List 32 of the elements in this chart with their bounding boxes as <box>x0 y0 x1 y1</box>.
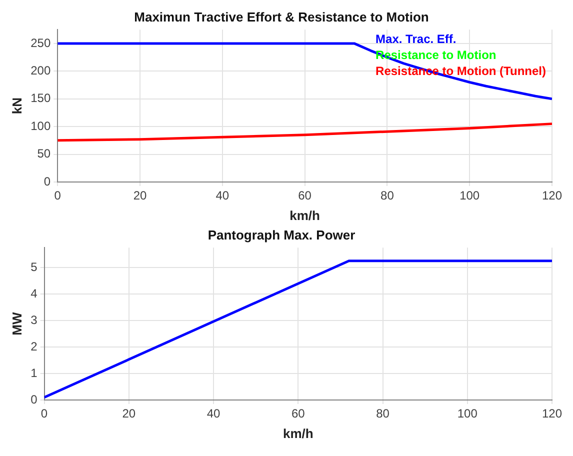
x-axis-title: km/h <box>282 426 314 441</box>
chart-title: Maximun Tractive Effort & Resistance to Motion <box>134 9 429 24</box>
y-tick-label: 50 <box>37 146 51 161</box>
y-tick-label: 4 <box>30 286 38 300</box>
x-tick-label: 80 <box>376 406 390 421</box>
x-tick-label: 20 <box>122 406 136 421</box>
x-tick-label: 0 <box>54 188 62 203</box>
x-tick-label: 20 <box>133 188 148 203</box>
x-tick-label: 40 <box>216 188 230 203</box>
x-tick-label: 60 <box>298 188 312 203</box>
y-axis-title: MW <box>9 312 24 336</box>
y-tick-label: 1 <box>30 366 38 380</box>
y-tick-label: 0 <box>30 392 38 406</box>
x-tick-label: 80 <box>380 188 394 203</box>
x-axis-title: km/h <box>290 208 320 223</box>
x-tick-label: 40 <box>206 406 221 421</box>
series-label: Max. Trac. Eff. <box>376 32 456 46</box>
y-tick-label: 0 <box>44 174 51 188</box>
x-tick-label: 100 <box>457 406 478 421</box>
x-tick-label: 100 <box>460 188 480 203</box>
x-tick-label: 120 <box>542 406 562 421</box>
y-tick-label: 250 <box>30 36 51 50</box>
y-tick-label: 2 <box>30 339 38 354</box>
y-axis-title: kN <box>9 97 24 114</box>
x-tick-label: 60 <box>291 406 306 421</box>
x-tick-label: 120 <box>542 188 562 203</box>
y-tick-label: 200 <box>30 63 51 78</box>
y-tick-label: 150 <box>30 91 51 106</box>
y-tick-label: 5 <box>30 260 38 274</box>
chart-title: Pantograph Max. Power <box>208 227 356 242</box>
y-tick-label: 3 <box>30 312 38 327</box>
y-tick-label: 100 <box>30 118 51 133</box>
